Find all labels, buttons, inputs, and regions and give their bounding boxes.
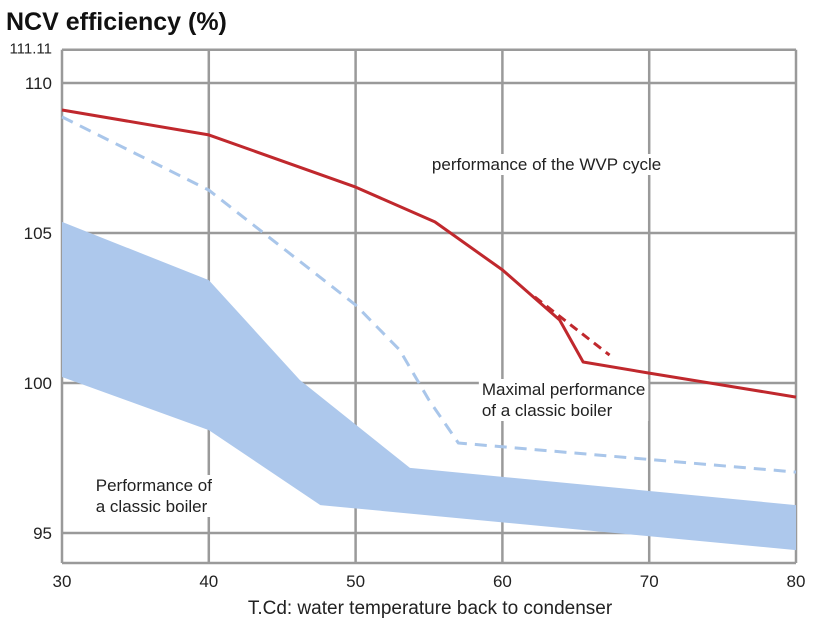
wvp-extension-line <box>533 295 611 357</box>
x-axis-label: T.Cd: water temperature back to condense… <box>248 598 613 619</box>
wvp-line <box>61 108 797 399</box>
annotation-text: of a classic boiler <box>482 401 613 420</box>
y-tick-label: 111.11 <box>9 41 52 58</box>
y-tick-label: 95 <box>33 524 52 543</box>
classic-boiler-band <box>62 221 796 551</box>
annotation-text: Maximal performance <box>482 380 645 399</box>
annotation-text: Performance of <box>96 476 212 495</box>
x-tick-label: 60 <box>493 572 512 591</box>
annotation-bg <box>478 400 649 421</box>
annotation-bg <box>428 154 676 175</box>
tick-labels: 30 40 50 60 70 80 95 100 105 110 111.11 <box>9 41 805 591</box>
annotation-bg <box>92 475 220 496</box>
x-tick-label: 70 <box>640 572 659 591</box>
max-classic-boiler-line <box>61 115 797 474</box>
grid <box>60 48 798 565</box>
annotation-text: performance of the WVP cycle <box>432 155 661 174</box>
x-tick-label: 30 <box>53 572 72 591</box>
chart-title: NCV efficiency (%) <box>6 8 227 36</box>
annotation-text: a classic boiler <box>96 497 208 516</box>
y-tick-label: 105 <box>24 224 52 243</box>
annotation-bg <box>478 379 649 400</box>
y-tick-label: 100 <box>24 374 52 393</box>
band-group <box>62 221 796 551</box>
annotation-bg <box>92 496 237 517</box>
series-group <box>61 108 797 474</box>
annotations: performance of the WVP cycle Maximal perf… <box>92 154 676 517</box>
x-tick-label: 80 <box>787 572 806 591</box>
x-tick-label: 40 <box>199 572 218 591</box>
y-tick-label: 110 <box>25 74 52 93</box>
x-tick-label: 50 <box>346 572 365 591</box>
